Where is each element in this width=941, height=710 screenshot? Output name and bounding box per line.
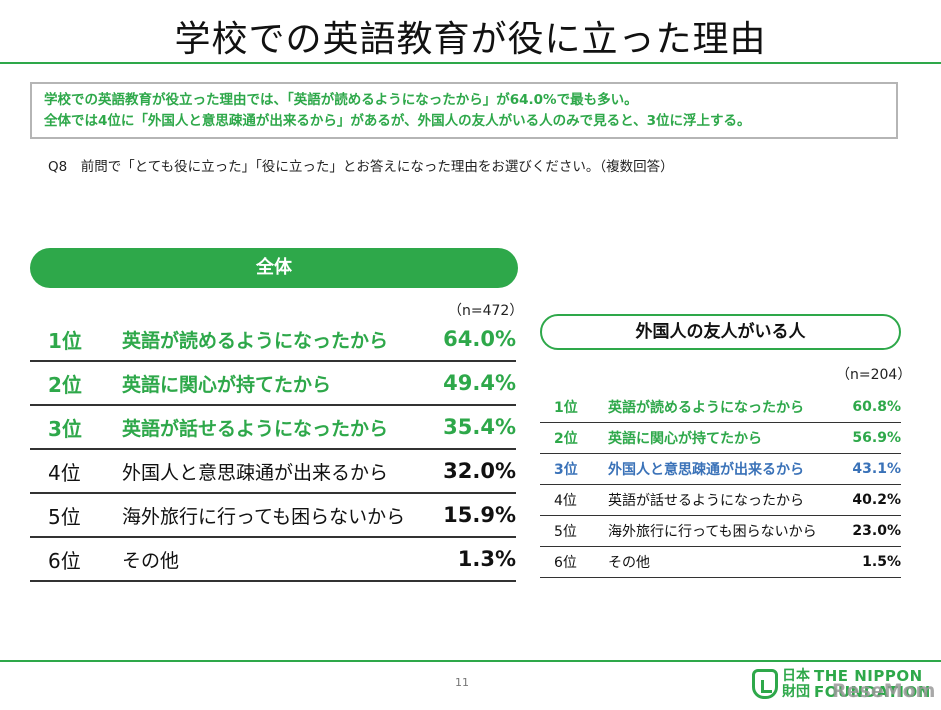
overall-row: 3位 英語が話せるようになったから 35.4% [30, 406, 516, 450]
overall-header: 全体 [30, 248, 518, 288]
friends-rank: 5位 [554, 524, 577, 540]
friends-row: 3位 外国人と意思疎通が出来るから 43.1% [540, 454, 901, 485]
friends-header: 外国人の友人がいる人 [540, 314, 901, 350]
overall-rank: 1位 [48, 328, 82, 353]
friends-ranking-table: 1位 英語が読めるようになったから 60.8% 2位 英語に関心が持てたから 56.9% 3… [540, 392, 901, 578]
logo-english: THE NIPPON FOUNDATION [814, 668, 931, 700]
summary-box: 学校での英語教育が役立った理由では、「英語が読めるようになったから」が64.0%… [30, 82, 898, 139]
overall-row: 2位 英語に関心が持てたから 49.4% [30, 362, 516, 406]
overall-row: 1位 英語が読めるようになったから 64.0% [30, 318, 516, 362]
overall-pct: 49.4% [443, 371, 516, 395]
summary-line-2: 全体では4位に「外国人と意思疎通が出来るから」があるが、外国人の友人がいる人のみ… [44, 113, 751, 129]
overall-rank: 2位 [48, 372, 82, 397]
logo-japanese: 日本 財団 [782, 668, 810, 700]
logo-en-line-1: THE NIPPON [814, 667, 923, 685]
footer-divider [0, 660, 941, 662]
friends-sample-size: （n=204） [836, 367, 912, 383]
friends-rank: 1位 [554, 400, 578, 416]
overall-reason: 外国人と意思疎通が出来るから [122, 461, 389, 484]
overall-rank: 3位 [48, 416, 82, 441]
overall-rank: 4位 [48, 460, 81, 485]
overall-reason: その他 [122, 549, 180, 572]
overall-rank: 6位 [48, 548, 81, 573]
friends-reason: 英語が話せるようになったから [608, 493, 804, 509]
summary-line-1: 学校での英語教育が役立った理由では、「英語が読めるようになったから」が64.0%… [44, 92, 638, 108]
overall-rank: 5位 [48, 504, 81, 529]
friends-pct: 56.9% [852, 430, 901, 446]
friends-row: 1位 英語が読めるようになったから 60.8% [540, 392, 901, 423]
friends-rank: 6位 [554, 555, 577, 571]
overall-reason: 英語が読めるようになったから [122, 329, 389, 352]
friends-row: 2位 英語に関心が持てたから 56.9% [540, 423, 901, 454]
question-text: Q8 前問で「とても役に立った」「役に立った」とお答えになった理由をお選びくださ… [48, 159, 674, 175]
logo-jp-line-2: 財団 [782, 684, 810, 700]
friends-row: 5位 海外旅行に行っても困らないから 23.0% [540, 516, 901, 547]
friends-pct: 1.5% [862, 554, 901, 570]
overall-reason: 英語に関心が持てたから [122, 373, 332, 396]
friends-pct: 60.8% [852, 399, 901, 415]
overall-reason: 海外旅行に行っても困らないから [122, 505, 406, 528]
overall-pct: 1.3% [457, 547, 516, 571]
overall-pct: 15.9% [443, 503, 516, 527]
friends-rank: 3位 [554, 462, 578, 478]
friends-reason: その他 [608, 555, 650, 571]
nippon-foundation-logo: 日本 財団 THE NIPPON FOUNDATION [752, 668, 931, 700]
overall-row: 6位 その他 1.3% [30, 538, 516, 582]
friends-rank: 2位 [554, 431, 578, 447]
overall-reason: 英語が話せるようになったから [122, 417, 389, 440]
friends-reason: 英語に関心が持てたから [608, 431, 762, 447]
resemom-watermark: ReseMom [832, 680, 936, 702]
friends-row: 6位 その他 1.5% [540, 547, 901, 578]
friends-reason: 英語が読めるようになったから [608, 400, 804, 416]
title-divider [0, 62, 941, 64]
overall-pct: 32.0% [443, 459, 516, 483]
friends-pct: 43.1% [852, 461, 901, 477]
foundation-emblem-icon [752, 669, 778, 699]
overall-row: 4位 外国人と意思疎通が出来るから 32.0% [30, 450, 516, 494]
friends-pct: 40.2% [852, 492, 901, 508]
page-title: 学校での英語教育が役に立った理由 [174, 19, 767, 60]
overall-pct: 64.0% [443, 327, 516, 351]
overall-row: 5位 海外旅行に行っても困らないから 15.9% [30, 494, 516, 538]
logo-jp-line-1: 日本 [782, 668, 810, 684]
friends-reason: 外国人と意思疎通が出来るから [608, 462, 804, 478]
logo-en-line-2: FOUNDATION [814, 683, 931, 701]
friends-rank: 4位 [554, 493, 577, 509]
page-number: 11 [455, 676, 469, 689]
friends-pct: 23.0% [852, 523, 901, 539]
friends-reason: 海外旅行に行っても困らないから [608, 524, 817, 540]
overall-pct: 35.4% [443, 415, 516, 439]
overall-sample-size: （n=472） [448, 303, 524, 319]
friends-row: 4位 英語が話せるようになったから 40.2% [540, 485, 901, 516]
overall-ranking-table: 1位 英語が読めるようになったから 64.0% 2位 英語に関心が持てたから 49.4% 3… [30, 318, 516, 582]
